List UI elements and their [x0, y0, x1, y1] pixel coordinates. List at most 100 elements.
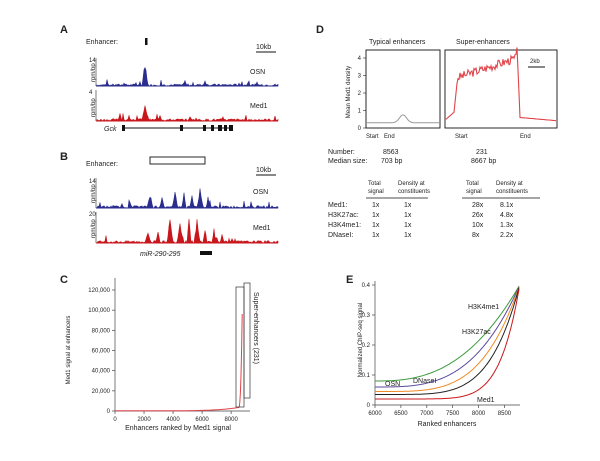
- panel-c-super-bracket: [243, 282, 251, 399]
- panel-d-table-cell: 8x: [472, 232, 480, 239]
- panel-d-table-cell: 28x: [472, 202, 484, 209]
- panel-c-super-box: [235, 286, 245, 408]
- panel-b-med1-track: [96, 218, 279, 244]
- panel-b-osn-name: OSN: [253, 189, 268, 196]
- panel-c-annotation: Super-enhancers (231): [252, 292, 259, 364]
- panel-d-ytick-label: 0: [358, 126, 362, 132]
- panel-b-enhancer-label: Enhancer:: [86, 161, 118, 168]
- panel-e-legend-dnasei: DNaseI: [413, 378, 436, 385]
- panel-c-ytick-label: 120,000: [88, 288, 110, 294]
- panel-d-table-cell: 1.3x: [500, 222, 514, 229]
- panel-a-label: A: [60, 24, 68, 36]
- panel-a-med1-name: Med1: [250, 103, 268, 110]
- panel-b-med1-unit: rpm/bp: [91, 219, 97, 238]
- panel-c-xticks: 0 2000 4000 6000 8000: [113, 411, 238, 423]
- panel-d-table-cell: 1x: [404, 212, 412, 219]
- panel-d-number-label: Number:: [328, 149, 355, 156]
- panel-e-ytick-label: 0.1: [362, 373, 371, 379]
- panel-e: E Normalized ChIP-seq signal 00.10.20.30…: [346, 274, 520, 428]
- panel-b-med1-max: 20: [89, 212, 96, 218]
- panel-d-yticks: 0 1 2 3 4: [358, 56, 366, 132]
- panel-e-curve-h3k4me1: [375, 285, 520, 382]
- panel-e-legend-h3k27ac: H3K27ac: [462, 329, 491, 336]
- panel-e-xtick-label: 8000: [472, 411, 486, 417]
- panel-b-scale-label: 10kb: [256, 167, 271, 174]
- panel-b-osn-max: 14: [89, 179, 96, 185]
- panel-a: A Enhancer: 10kb 14 rpm/bp OSN 4 rpm/bp …: [60, 24, 279, 133]
- panel-d-label: D: [316, 24, 324, 36]
- panel-e-legend-med1: Med1: [477, 397, 495, 404]
- panel-d-typical-median: 703 bp: [381, 158, 403, 165]
- panel-d-table: Total signal Density at constituents Total si…: [328, 181, 540, 239]
- panel-c-curve: [115, 313, 243, 412]
- panel-d: D Typical enhancers Super-enhancers Mean…: [316, 24, 558, 239]
- panel-d-super-title: Super-enhancers: [456, 39, 510, 46]
- panel-c-xtick-label: 2000: [137, 417, 151, 423]
- panel-b-gene-model: [200, 251, 212, 255]
- panel-e-xtick-label: 6000: [368, 411, 382, 417]
- panel-d-typical-end: End: [384, 134, 395, 140]
- panel-a-osn-name: OSN: [250, 69, 265, 76]
- panel-d-table-cell: 1x: [372, 232, 380, 239]
- panel-d-typical-box: [365, 49, 441, 129]
- panel-d-table-header: constituents: [398, 189, 430, 195]
- panel-d-table-row-label: H3K4me1:: [328, 222, 361, 229]
- panel-d-ytick-label: 2: [358, 91, 362, 97]
- panel-b-label: B: [60, 151, 68, 163]
- panel-d-table-row-label: H3K27ac:: [328, 212, 359, 219]
- panel-c-yticks: 0 20,000 40,000 60,000 80,000 100,000 120,000: [88, 288, 115, 415]
- panel-b: B Enhancer: 10kb 14 rpm/bp OSN 20 rpm/bp…: [60, 151, 279, 258]
- panel-d-table-cell: 8.1x: [500, 202, 514, 209]
- panel-d-table-cell: 1x: [404, 202, 412, 209]
- panel-c-ytick-label: 80,000: [92, 328, 111, 334]
- panel-a-enhancer-label: Enhancer:: [86, 39, 118, 46]
- panel-d-super-box: [444, 49, 558, 129]
- panel-d-table-headers: Total signal Density at constituents Total si…: [368, 181, 528, 195]
- panel-d-typical-start: Start: [366, 134, 379, 140]
- panel-d-table-cell: 4.8x: [500, 212, 514, 219]
- panel-e-ylabel: Normalized ChIP-seq signal: [358, 303, 364, 377]
- panel-e-xtick-label: 7500: [446, 411, 460, 417]
- panel-d-typical-title: Typical enhancers: [369, 39, 426, 46]
- panel-d-table-cell: 1x: [372, 202, 380, 209]
- panel-c-ylabel: Med1 signal at enhancers: [66, 316, 72, 385]
- panel-e-ytick-label: 0.2: [362, 343, 371, 349]
- panel-a-osn-max: 14: [89, 58, 96, 64]
- panel-d-super-end: End: [520, 134, 531, 140]
- panel-c-label: C: [60, 274, 68, 286]
- panel-a-enhancer-mark: [145, 38, 148, 45]
- panel-d-table-row-label: Med1:: [328, 202, 348, 209]
- panel-d-table-rows: Med1: 1x 1x 28x 8.1x H3K27ac: 1x 1x 26x 4.8x H3K4m…: [328, 202, 514, 239]
- panel-d-table-header: signal: [368, 189, 384, 195]
- panel-d-typical-number: 8563: [383, 149, 399, 156]
- panel-b-osn-track: [96, 188, 279, 209]
- panel-d-table-cell: 2.2x: [500, 232, 514, 239]
- panel-a-med1-track: [96, 105, 279, 122]
- panel-e-xticks: 6000 6500 7000 7500 8000 8500: [368, 405, 512, 417]
- panel-a-med1-unit: rpm/bp: [91, 98, 97, 117]
- panel-d-table-cell: 26x: [472, 212, 484, 219]
- panel-d-super-number: 231: [476, 149, 488, 156]
- panel-c-xtick-label: 0: [113, 417, 117, 423]
- panel-d-ytick-label: 3: [358, 74, 362, 80]
- panel-a-gene-model: [122, 125, 233, 131]
- panel-e-xtick-label: 8500: [498, 411, 512, 417]
- panel-d-ytick-label: 4: [358, 56, 362, 62]
- panel-b-gene-label: miR-290-295: [140, 251, 181, 258]
- panel-c-xtick-label: 6000: [195, 417, 209, 423]
- panel-e-curve-h3k27ac: [375, 286, 520, 388]
- panel-c-xlabel: Enhancers ranked by Med1 signal: [125, 425, 231, 432]
- panel-c-ytick-label: 20,000: [92, 389, 111, 395]
- panel-e-ytick-label: 0.3: [362, 313, 371, 319]
- panel-a-osn-track: [96, 66, 279, 87]
- panel-d-ylabel: Mean Med1 density: [346, 66, 352, 118]
- panel-d-table-cell: 1x: [372, 222, 380, 229]
- panel-d-table-cell: 1x: [404, 232, 412, 239]
- panel-d-table-cell: 1x: [404, 222, 412, 229]
- panel-e-xlabel: Ranked enhancers: [418, 421, 477, 428]
- panel-b-enhancer-box: [149, 156, 206, 165]
- panel-d-table-header: Density at: [398, 181, 425, 187]
- panel-c-ytick-label: 40,000: [92, 369, 111, 375]
- panel-d-typical-profile: [367, 114, 439, 124]
